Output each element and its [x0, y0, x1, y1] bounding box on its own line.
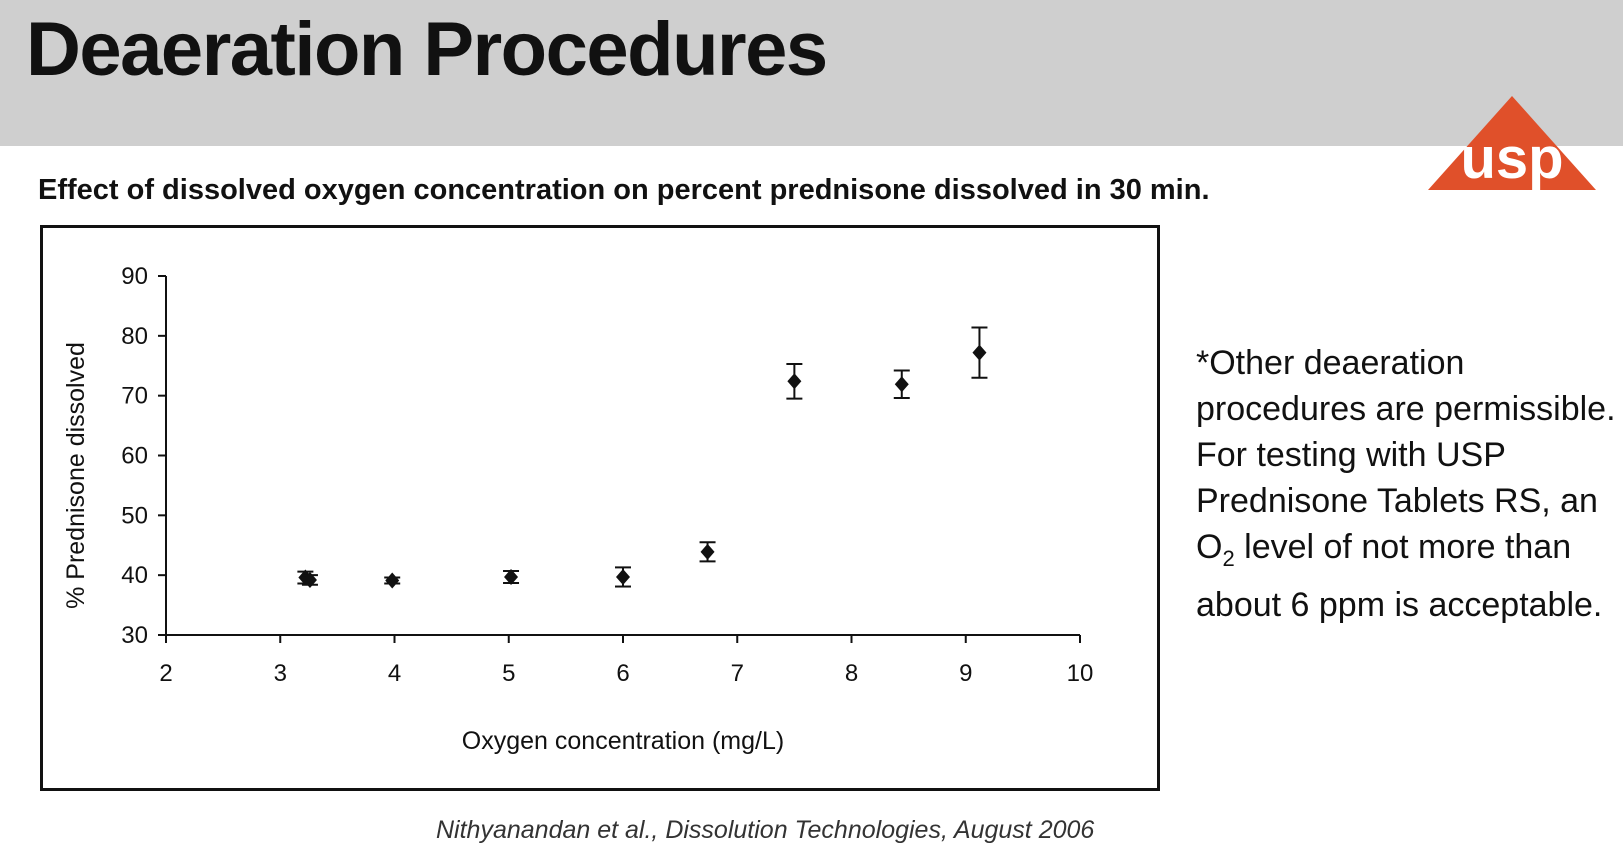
- data-point: [616, 568, 630, 585]
- x-tick-label: 2: [159, 660, 172, 687]
- x-axis-title: Oxygen concentration (mg/L): [462, 727, 784, 755]
- logo-triangle: [1428, 96, 1596, 190]
- citation: Nithyanandan et al., Dissolution Technol…: [436, 816, 1095, 844]
- data-point: [700, 543, 715, 560]
- x-tick-label: 3: [274, 660, 287, 687]
- note-subscript: 2: [1222, 545, 1235, 571]
- x-tick-label: 5: [502, 660, 515, 687]
- y-axis-title: % Prednisone dissolved: [62, 342, 90, 609]
- y-tick-label: 50: [121, 502, 148, 529]
- data-point: [972, 344, 987, 361]
- usp-logo: usp: [1428, 96, 1596, 191]
- data-point: [385, 572, 400, 589]
- y-tick-label: 60: [121, 443, 148, 470]
- x-tick-label: 9: [959, 660, 972, 687]
- header-band: [0, 0, 1623, 146]
- page-title: Deaeration Procedures: [26, 7, 828, 92]
- y-tick-label: 30: [121, 622, 148, 649]
- y-tick-label: 70: [121, 383, 148, 410]
- chart-frame: 30 40 50 60 70 80 90 2 3 4 5 6 7 8 9 10 Oxygen concentra…: [40, 225, 1160, 791]
- chart-subtitle: Effect of dissolved oxygen concentration…: [38, 174, 1210, 206]
- x-tick-label: 8: [845, 660, 858, 687]
- data-point: [504, 568, 519, 585]
- x-tick-label: 6: [616, 660, 629, 687]
- side-note: *Other deaeration procedures are permiss…: [1196, 340, 1616, 628]
- y-tick-label: 80: [121, 323, 148, 350]
- logo-text: usp: [1460, 126, 1563, 191]
- scatter-chart: 30 40 50 60 70 80 90 2 3 4 5 6 7 8 9 10 Oxygen concentra…: [62, 263, 1094, 755]
- y-tick-label: 90: [121, 263, 148, 290]
- x-tick-label: 7: [731, 660, 744, 687]
- x-tick-label: 10: [1067, 660, 1094, 687]
- x-tick-label: 4: [388, 660, 401, 687]
- y-tick-label: 40: [121, 562, 148, 589]
- data-point: [894, 376, 909, 393]
- data-point: [302, 571, 317, 588]
- data-point: [787, 373, 802, 390]
- note-text-1: *Other deaeration procedures are permiss…: [1196, 344, 1616, 566]
- note-text-2: level of not more than about 6 ppm is ac…: [1196, 528, 1603, 624]
